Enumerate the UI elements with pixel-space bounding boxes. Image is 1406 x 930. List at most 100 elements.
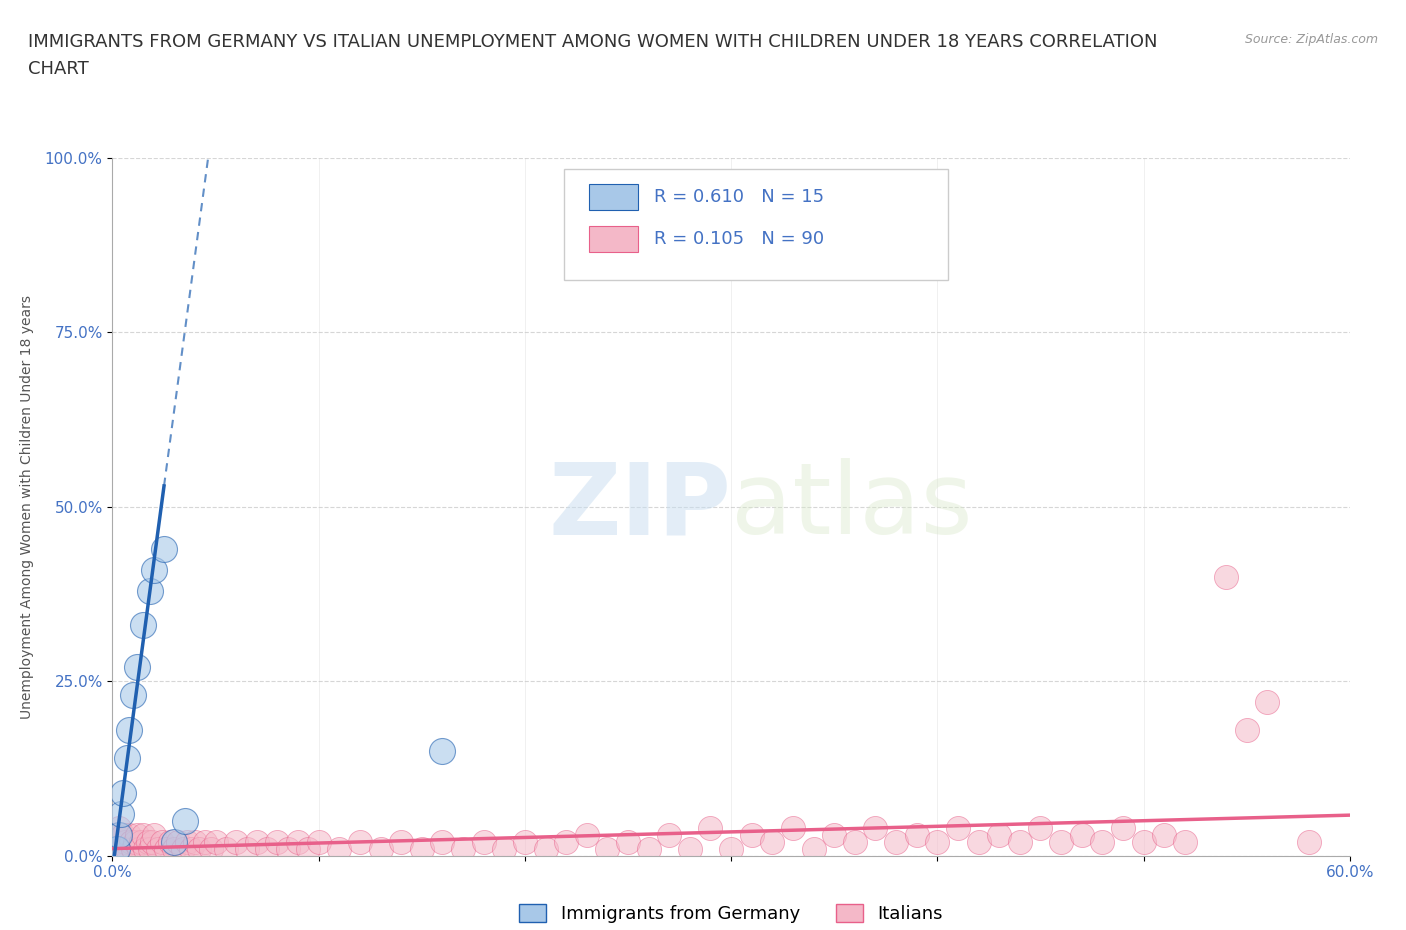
Point bbox=[159, 834, 181, 849]
Point bbox=[534, 842, 557, 856]
Point bbox=[127, 660, 149, 675]
Point bbox=[111, 828, 134, 843]
Point bbox=[782, 820, 804, 835]
Point bbox=[114, 834, 136, 849]
Point bbox=[184, 834, 207, 849]
Point bbox=[287, 834, 309, 849]
Point bbox=[110, 842, 132, 856]
Point bbox=[1215, 569, 1237, 584]
Point bbox=[297, 842, 319, 856]
Point bbox=[1298, 834, 1320, 849]
Point bbox=[111, 785, 134, 800]
Point bbox=[138, 842, 160, 856]
Text: Source: ZipAtlas.com: Source: ZipAtlas.com bbox=[1244, 33, 1378, 46]
Legend: Immigrants from Germany, Italians: Immigrants from Germany, Italians bbox=[512, 897, 950, 930]
Point bbox=[146, 842, 169, 856]
Point bbox=[256, 842, 278, 856]
Point bbox=[1070, 828, 1092, 843]
Text: IMMIGRANTS FROM GERMANY VS ITALIAN UNEMPLOYMENT AMONG WOMEN WITH CHILDREN UNDER : IMMIGRANTS FROM GERMANY VS ITALIAN UNEMP… bbox=[28, 33, 1157, 50]
Point bbox=[142, 828, 165, 843]
Point bbox=[163, 834, 186, 849]
Point bbox=[277, 842, 299, 856]
Point bbox=[235, 842, 257, 856]
Point bbox=[134, 842, 156, 856]
Point bbox=[122, 842, 145, 856]
Point bbox=[136, 834, 159, 849]
Point bbox=[1112, 820, 1135, 835]
Point bbox=[513, 834, 536, 849]
Point bbox=[266, 834, 288, 849]
FancyBboxPatch shape bbox=[564, 168, 948, 280]
Point bbox=[200, 842, 222, 856]
Point bbox=[865, 820, 887, 835]
Point bbox=[153, 541, 176, 556]
Point bbox=[215, 842, 238, 856]
Point bbox=[884, 834, 907, 849]
Point bbox=[432, 744, 454, 759]
Bar bbox=[589, 184, 638, 210]
Point bbox=[138, 583, 160, 598]
Point bbox=[118, 828, 141, 843]
Point bbox=[176, 834, 198, 849]
Point bbox=[741, 828, 763, 843]
Text: R = 0.610   N = 15: R = 0.610 N = 15 bbox=[654, 188, 824, 206]
Point bbox=[188, 842, 211, 856]
Text: CHART: CHART bbox=[28, 60, 89, 78]
Point bbox=[131, 834, 153, 849]
Point bbox=[761, 834, 783, 849]
Point bbox=[658, 828, 681, 843]
Point bbox=[596, 842, 619, 856]
Point bbox=[803, 842, 825, 856]
Point bbox=[142, 562, 165, 577]
Point bbox=[637, 842, 659, 856]
Point bbox=[389, 834, 412, 849]
Point bbox=[180, 842, 202, 856]
Point bbox=[124, 834, 146, 849]
Point bbox=[720, 842, 742, 856]
Point bbox=[127, 828, 149, 843]
Point bbox=[1132, 834, 1154, 849]
Point bbox=[927, 834, 949, 849]
Point bbox=[107, 828, 129, 843]
Point bbox=[141, 834, 163, 849]
Point bbox=[1050, 834, 1073, 849]
Point bbox=[1153, 828, 1175, 843]
Point bbox=[110, 806, 132, 821]
Point bbox=[150, 834, 173, 849]
Point bbox=[120, 834, 142, 849]
Point bbox=[679, 842, 702, 856]
Text: atlas: atlas bbox=[731, 458, 973, 555]
Point bbox=[105, 834, 128, 849]
Point bbox=[1091, 834, 1114, 849]
Point bbox=[308, 834, 330, 849]
Point bbox=[1008, 834, 1031, 849]
Point bbox=[107, 820, 129, 835]
Y-axis label: Unemployment Among Women with Children Under 18 years: Unemployment Among Women with Children U… bbox=[20, 295, 34, 719]
Point bbox=[349, 834, 371, 849]
Point bbox=[194, 834, 217, 849]
Point bbox=[115, 751, 138, 765]
Point bbox=[115, 842, 138, 856]
Point bbox=[967, 834, 990, 849]
Point bbox=[155, 842, 177, 856]
Point bbox=[172, 842, 194, 856]
Point bbox=[132, 828, 155, 843]
Point bbox=[1256, 695, 1278, 710]
Point bbox=[905, 828, 928, 843]
Point bbox=[1029, 820, 1052, 835]
Point bbox=[225, 834, 247, 849]
Point bbox=[122, 688, 145, 703]
Point bbox=[946, 820, 969, 835]
Point bbox=[163, 842, 186, 856]
Text: R = 0.105   N = 90: R = 0.105 N = 90 bbox=[654, 230, 824, 248]
Point bbox=[555, 834, 578, 849]
Point bbox=[1174, 834, 1197, 849]
Point bbox=[370, 842, 392, 856]
Point bbox=[167, 834, 190, 849]
Point bbox=[494, 842, 516, 856]
Point bbox=[617, 834, 640, 849]
Point bbox=[699, 820, 721, 835]
Point bbox=[432, 834, 454, 849]
Point bbox=[204, 834, 226, 849]
Point bbox=[118, 723, 141, 737]
